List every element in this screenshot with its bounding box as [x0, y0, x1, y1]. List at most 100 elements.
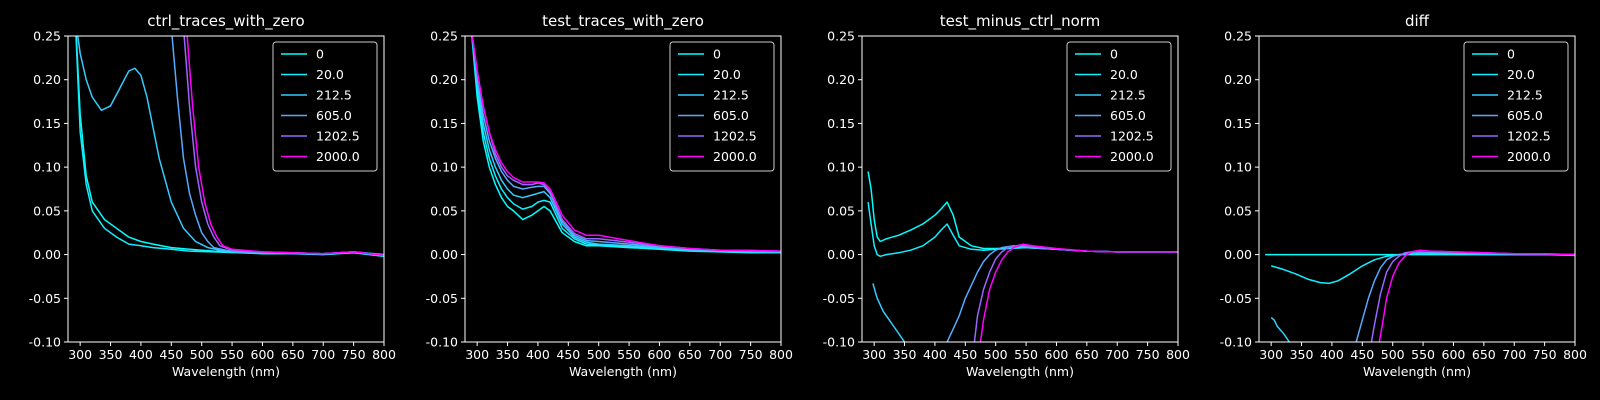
legend-entry: 2000.0 [1110, 149, 1154, 164]
x-tick-label: 750 [1136, 347, 1160, 362]
y-tick-label: -0.10 [29, 335, 61, 350]
x-axis-label: Wavelength (nm) [569, 364, 677, 379]
chart-title: test_traces_with_zero [542, 12, 704, 31]
x-tick-label: 650 [1075, 347, 1099, 362]
y-tick-label: 0.00 [1224, 247, 1252, 262]
y-tick-label: 0.05 [827, 203, 855, 218]
x-tick-label: 450 [1350, 347, 1374, 362]
axes-frame [67, 35, 385, 343]
legend-entry: 2000.0 [713, 149, 757, 164]
x-tick-label: 500 [587, 347, 611, 362]
x-axis-label: Wavelength (nm) [172, 364, 280, 379]
series-line-6 [979, 243, 1178, 342]
series-line-3 [1270, 316, 1291, 342]
x-tick-label: 600 [1045, 347, 1069, 362]
series-line-2 [1270, 252, 1575, 285]
y-tick-label: 0.10 [430, 160, 458, 175]
legend-entry: 1202.5 [316, 129, 360, 144]
y-tick-label: 0.05 [33, 203, 61, 218]
legend-entry: 0 [1507, 47, 1515, 62]
legend-entry: 2000.0 [1507, 149, 1551, 164]
x-tick-label: 800 [1166, 347, 1190, 362]
x-tick-label: 400 [526, 347, 550, 362]
x-tick-label: 300 [862, 347, 886, 362]
legend-entry: 605.0 [1110, 108, 1146, 123]
series-line-3 [471, 36, 781, 253]
x-tick-label: 800 [769, 347, 793, 362]
legend-entry: 0 [1110, 47, 1118, 62]
y-tick-label: 0.20 [430, 72, 458, 87]
y-tick-label: 0.25 [33, 29, 61, 44]
y-tick-label: 0.15 [33, 116, 61, 131]
legend-entry: 20.0 [713, 67, 741, 82]
x-tick-label: 750 [739, 347, 763, 362]
x-tick-label: 800 [372, 347, 396, 362]
y-tick-label: -0.10 [1220, 335, 1252, 350]
x-tick-label: 450 [159, 347, 183, 362]
legend-entry: 212.5 [316, 88, 352, 103]
series-line-6 [186, 36, 384, 257]
x-tick-label: 300 [465, 347, 489, 362]
legend-entry: 605.0 [713, 108, 749, 123]
y-tick-label: 0.25 [827, 29, 855, 44]
plot-area [867, 171, 1178, 342]
x-tick-label: 550 [1014, 347, 1038, 362]
x-tick-label: 300 [68, 347, 92, 362]
legend: 0 20.0 212.5 605.0 1202.5 2000.0 [669, 41, 775, 172]
y-tick-label: 0.15 [827, 116, 855, 131]
legend-entry: 0 [316, 47, 324, 62]
chart-panel-2: test_traces_with_zero 300 350 400 450 500 550 6… [426, 12, 793, 379]
y-tick-label: 0.25 [430, 29, 458, 44]
series-line-1 [471, 36, 781, 254]
legend-entry: 1202.5 [1507, 129, 1551, 144]
x-tick-label: 350 [893, 347, 917, 362]
legend: 0 20.0 212.5 605.0 1202.5 2000.0 [272, 41, 378, 172]
x-tick-label: 550 [617, 347, 641, 362]
y-tick-label: 0.05 [430, 203, 458, 218]
y-tick-label: 0.00 [33, 247, 61, 262]
x-tick-label: 600 [1442, 347, 1466, 362]
y-tick-label: 0.10 [827, 160, 855, 175]
x-tick-label: 400 [923, 347, 947, 362]
x-axis-label: Wavelength (nm) [1363, 364, 1471, 379]
x-tick-label: 750 [1533, 347, 1557, 362]
x-tick-label: 300 [1259, 347, 1283, 362]
chart-panel-1: ctrl_traces_with_zero 300 350 400 450 500 550 6… [29, 12, 396, 379]
axes-frame [1258, 35, 1576, 343]
x-tick-label: 500 [984, 347, 1008, 362]
legend-entry: 212.5 [1507, 88, 1543, 103]
legend-entry: 605.0 [316, 108, 352, 123]
y-tick-label: 0.10 [33, 160, 61, 175]
plot-area [1265, 249, 1575, 342]
x-tick-label: 400 [1320, 347, 1344, 362]
x-tick-label: 650 [1472, 347, 1496, 362]
legend-entry: 1202.5 [1110, 129, 1154, 144]
x-tick-label: 350 [496, 347, 520, 362]
y-tick-label: 0.15 [1224, 116, 1252, 131]
chart-panel-3: test_minus_ctrl_norm 300 350 400 450 500 550 60… [823, 12, 1190, 379]
x-tick-label: 350 [1290, 347, 1314, 362]
x-tick-label: 700 [311, 347, 335, 362]
legend: 0 20.0 212.5 605.0 1202.5 2000.0 [1066, 41, 1172, 172]
x-tick-label: 350 [99, 347, 123, 362]
x-tick-label: 600 [251, 347, 275, 362]
series-line-3 [872, 283, 906, 342]
x-tick-label: 550 [1411, 347, 1435, 362]
x-tick-label: 700 [1502, 347, 1526, 362]
x-tick-label: 650 [281, 347, 305, 362]
y-tick-label: -0.05 [29, 291, 61, 306]
x-tick-label: 550 [220, 347, 244, 362]
chart-title: test_minus_ctrl_norm [940, 12, 1101, 31]
y-tick-label: -0.05 [426, 291, 458, 306]
x-tick-label: 500 [1381, 347, 1405, 362]
x-axis-label: Wavelength (nm) [966, 364, 1074, 379]
plot-area [471, 36, 781, 254]
x-tick-label: 500 [190, 347, 214, 362]
y-tick-label: 0.00 [827, 247, 855, 262]
legend-entry: 0 [713, 47, 721, 62]
y-tick-label: 0.10 [1224, 160, 1252, 175]
legend-entry: 605.0 [1507, 108, 1543, 123]
axes-frame [464, 35, 782, 343]
y-tick-label: -0.05 [823, 291, 855, 306]
x-tick-label: 700 [1105, 347, 1129, 362]
